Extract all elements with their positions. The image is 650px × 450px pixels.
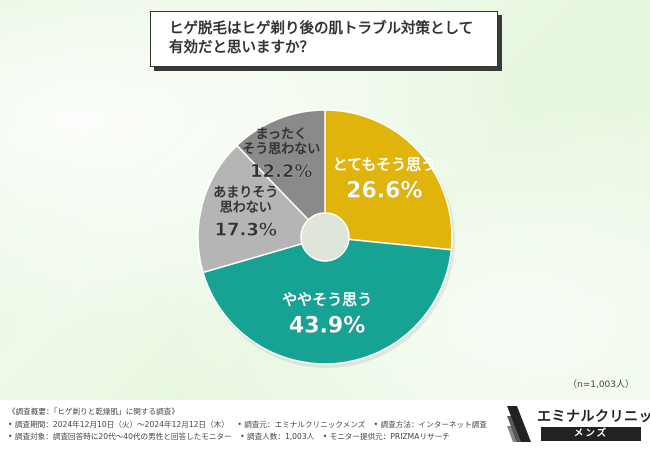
survey-provider: • モニター提供元：PRIZMAリサーチ bbox=[322, 432, 450, 441]
slice-value-2: 17.3% bbox=[214, 219, 276, 240]
slice-value-3: 12.2% bbox=[250, 161, 312, 182]
slice-label-3-line-1: そう思わない bbox=[242, 142, 320, 157]
survey-count: • 調査人数：1,003人 bbox=[240, 432, 315, 441]
slice-label-1-line-0: ややそう思う bbox=[282, 291, 372, 309]
slice-value-1: 43.9% bbox=[289, 314, 365, 339]
survey-period: • 調査期間：2024年12月10日（火）～2024年12月12日（木） bbox=[8, 419, 229, 429]
survey-row-2: • 調査対象：調査回答時に20代～40代の男性と回答したモニター • 調査人数：… bbox=[8, 431, 487, 444]
clinic-logo-sub: メンズ bbox=[541, 427, 641, 441]
slice-label-2-line-0: あまりそう bbox=[213, 185, 278, 200]
slice-label-3-line-0: まったく bbox=[255, 127, 306, 142]
pie-slice-0 bbox=[324, 109, 453, 251]
question-line-2: 有効だと思いますか？ bbox=[169, 40, 314, 56]
survey-target: • 調査対象：調査回答時に20代～40代の男性と回答したモニター bbox=[8, 432, 232, 441]
slice-label-0-line-0: とてもそう思う bbox=[333, 155, 437, 173]
pie-slice-2 bbox=[197, 144, 310, 274]
slice-value-0: 26.6% bbox=[346, 178, 422, 203]
sample-size-label: （n=1,003人） bbox=[567, 380, 634, 390]
clinic-logo-name: エミナルクリニック bbox=[537, 409, 650, 425]
survey-row-1: • 調査期間：2024年12月10日（火）～2024年12月12日（木） • 調… bbox=[8, 419, 487, 432]
question-line-1: ヒゲ脱毛はヒゲ剃り後の肌トラブル対策として bbox=[169, 21, 474, 37]
survey-title: 《調査概要：「ヒゲ剃りと乾燥肌」に関する調査》 bbox=[8, 407, 179, 416]
survey-method: • 調査方法：インターネット調査 bbox=[373, 419, 487, 429]
question-box: ヒゲ脱毛はヒゲ剃り後の肌トラブル対策として 有効だと思いますか？ bbox=[150, 11, 498, 67]
pie-slice-3 bbox=[235, 109, 326, 221]
question-text: ヒゲ脱毛はヒゲ剃り後の肌トラブル対策として 有効だと思いますか？ bbox=[169, 20, 489, 58]
clinic-logo-mark-icon bbox=[507, 406, 531, 442]
clinic-logo: エミナルクリニック メンズ bbox=[505, 404, 650, 446]
survey-info: 《調査概要：「ヒゲ剃りと乾燥肌」に関する調査》 • 調査期間：2024年12月1… bbox=[8, 406, 487, 444]
pie-slice-1 bbox=[202, 238, 453, 365]
slice-label-2-line-1: 思わない bbox=[220, 200, 272, 215]
footer: 《調査概要：「ヒゲ剃りと乾燥肌」に関する調査》 • 調査期間：2024年12月1… bbox=[0, 400, 650, 450]
survey-conductor: • 調査元：エミナルクリニックメンズ bbox=[237, 419, 366, 429]
